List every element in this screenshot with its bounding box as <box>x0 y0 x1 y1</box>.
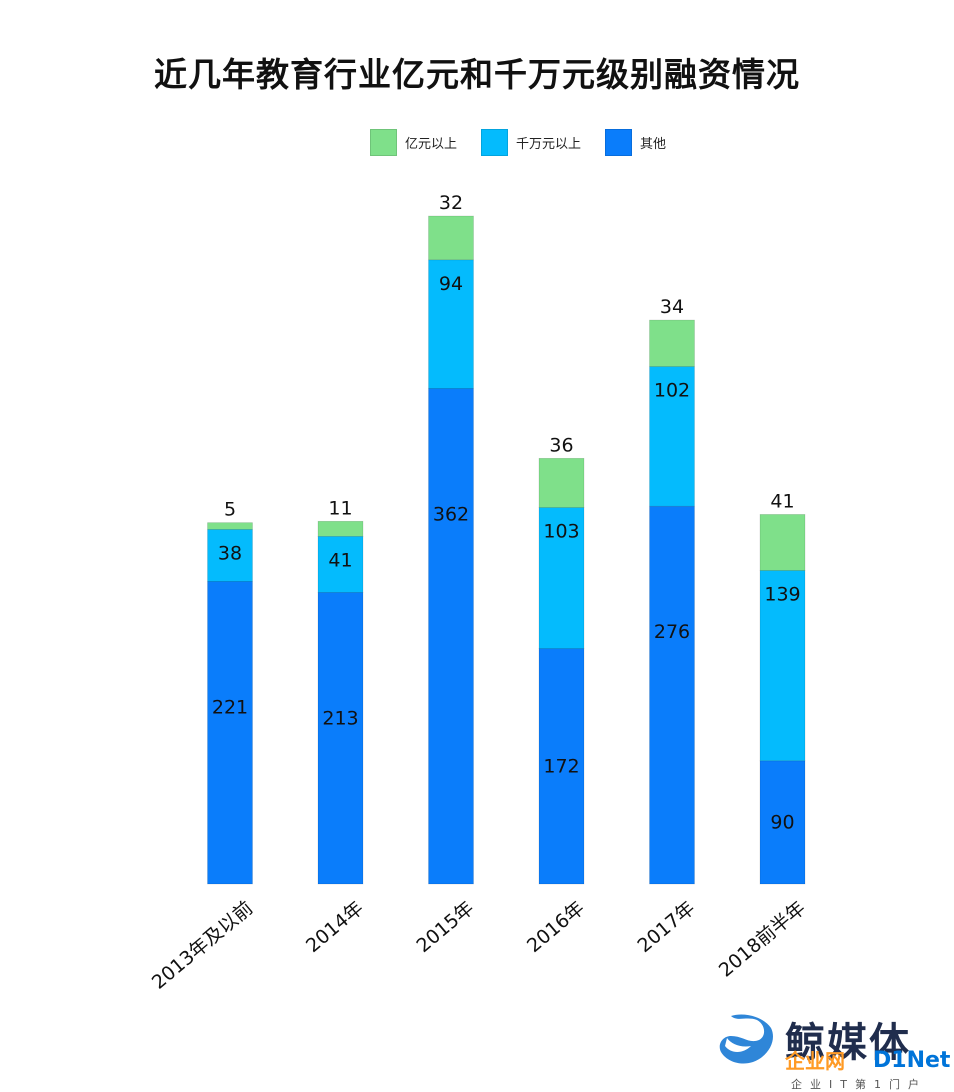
watermark: 鲸媒体 企业网 D1Net 企业IT第1门户 <box>713 1008 954 1091</box>
bar-segment <box>428 259 474 389</box>
x-tick-label: 2013年及以前 <box>148 897 257 994</box>
legend-swatch-qianwan <box>481 128 509 156</box>
x-tick-label: 2017年 <box>633 897 699 957</box>
bar-segment <box>207 581 253 885</box>
bars-group <box>207 215 806 885</box>
watermark-tagline: 企业IT第1门户 <box>791 1078 927 1091</box>
data-label: 213 <box>322 707 358 729</box>
watermark-d1net-cn: 企业网 <box>785 1049 845 1073</box>
bar-segment <box>759 760 806 885</box>
data-label: 362 <box>433 503 469 525</box>
legend-swatch-yiyuan <box>370 128 397 156</box>
watermark-d1net: 企业网 D1Net <box>785 1046 954 1076</box>
bar-segment <box>759 514 806 571</box>
bar-segment <box>317 536 364 593</box>
whale-logo-icon <box>719 1014 773 1064</box>
chart-title: 近几年教育行业亿元和千万元级别融资情况 <box>154 55 800 94</box>
bar-segment <box>207 529 253 582</box>
data-label: 38 <box>218 542 242 564</box>
data-label: 41 <box>770 490 794 512</box>
legend-item-qianwan: 千万元以上 <box>481 128 582 156</box>
legend-label-qianwan: 千万元以上 <box>516 136 582 152</box>
data-label: 90 <box>770 811 794 833</box>
legend-swatch-qita <box>605 128 633 156</box>
data-label: 172 <box>543 755 579 777</box>
data-label: 103 <box>543 521 579 543</box>
data-label: 41 <box>328 549 352 571</box>
bar-segment <box>428 215 474 261</box>
legend-item-qita: 其他 <box>605 128 667 156</box>
data-label: 139 <box>764 584 800 606</box>
data-label: 5 <box>224 499 236 521</box>
bar-segment <box>649 366 695 507</box>
x-tick-label: 2016年 <box>523 897 589 957</box>
bar-segment <box>428 388 474 885</box>
data-label: 32 <box>439 192 463 214</box>
bar-segment <box>538 507 585 649</box>
data-label: 276 <box>654 621 690 643</box>
chart-legend: 亿元以上 千万元以上 其他 <box>370 127 690 157</box>
data-label: 94 <box>439 273 463 295</box>
bar-segment <box>207 522 253 530</box>
data-label: 34 <box>660 296 684 318</box>
data-label: 221 <box>212 696 248 718</box>
legend-label-yiyuan: 亿元以上 <box>405 136 458 152</box>
bar-segment <box>649 319 695 367</box>
data-label: 102 <box>654 380 690 402</box>
x-tick-label: 2018前半年 <box>715 897 810 982</box>
bar-segment <box>649 505 695 885</box>
x-tick-label: 2014年 <box>302 897 368 957</box>
x-tick-label: 2015年 <box>412 897 478 957</box>
bar-segment <box>317 592 364 885</box>
data-label: 36 <box>549 434 573 456</box>
bar-segment <box>538 457 585 508</box>
legend-label-qita: 其他 <box>640 136 667 152</box>
x-tick-labels-group: 2013年及以前 2014年 2015年 2016年 2017年 2018前半年 <box>148 897 810 994</box>
bar-segment <box>317 520 364 537</box>
watermark-d1net-en: D1Net <box>873 1048 951 1073</box>
data-label: 11 <box>328 497 352 519</box>
watermark-brand-cn: 鲸媒体 <box>785 1020 911 1066</box>
legend-item-yiyuan: 亿元以上 <box>370 128 458 156</box>
bar-segment <box>759 570 806 762</box>
